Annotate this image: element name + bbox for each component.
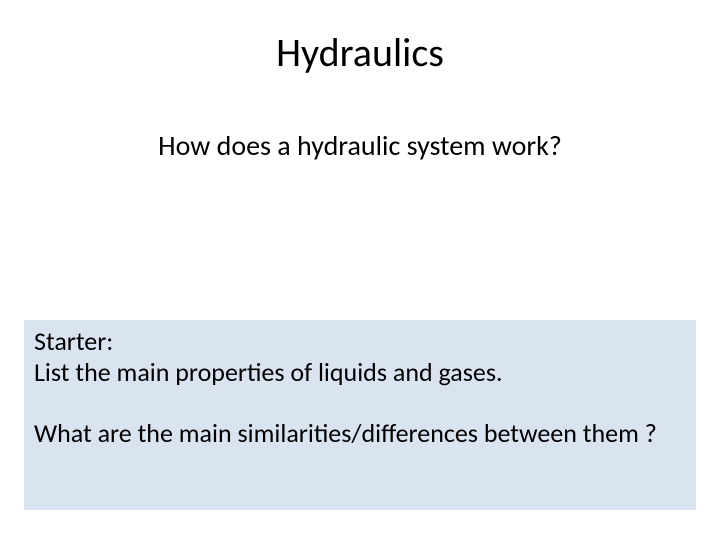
slide-subtitle: How does a hydraulic system work? [0, 128, 720, 163]
starter-label: Starter: [34, 326, 686, 357]
slide-title: Hydraulics [0, 28, 720, 77]
starter-box: Starter: List the main properties of liq… [24, 320, 696, 510]
slide: Hydraulics How does a hydraulic system w… [0, 0, 720, 540]
starter-line1: List the main properties of liquids and … [34, 357, 686, 388]
starter-line2: What are the main similarities/differenc… [34, 418, 686, 449]
